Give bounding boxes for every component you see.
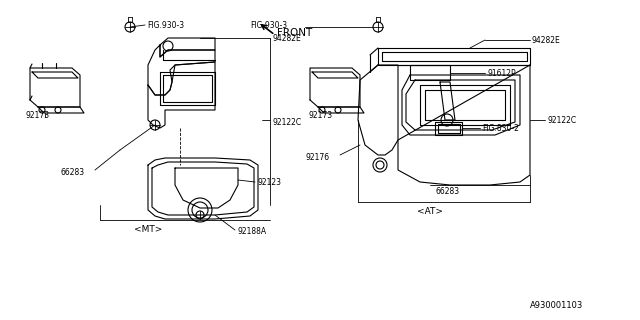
- Text: 94282E: 94282E: [272, 34, 301, 43]
- Text: 66283: 66283: [435, 188, 459, 196]
- Text: <AT>: <AT>: [417, 207, 443, 217]
- Text: FIG.930-3: FIG.930-3: [250, 20, 287, 29]
- Text: 66283: 66283: [60, 167, 84, 177]
- Text: 94282E: 94282E: [532, 36, 561, 44]
- Text: 92188A: 92188A: [237, 227, 266, 236]
- Text: 92123: 92123: [257, 178, 281, 187]
- Text: 92173: 92173: [308, 110, 332, 119]
- Text: FRONT: FRONT: [277, 28, 312, 38]
- Text: 92173: 92173: [25, 110, 49, 119]
- Text: FIG.830-2: FIG.830-2: [482, 124, 519, 132]
- Text: 92176: 92176: [305, 153, 329, 162]
- Text: FIG.930-3: FIG.930-3: [147, 20, 184, 29]
- Text: A930001103: A930001103: [530, 300, 583, 309]
- Text: 92122C: 92122C: [547, 116, 576, 124]
- Text: 91612P: 91612P: [487, 68, 516, 77]
- Text: <MT>: <MT>: [134, 226, 162, 235]
- Text: 92122C: 92122C: [272, 117, 301, 126]
